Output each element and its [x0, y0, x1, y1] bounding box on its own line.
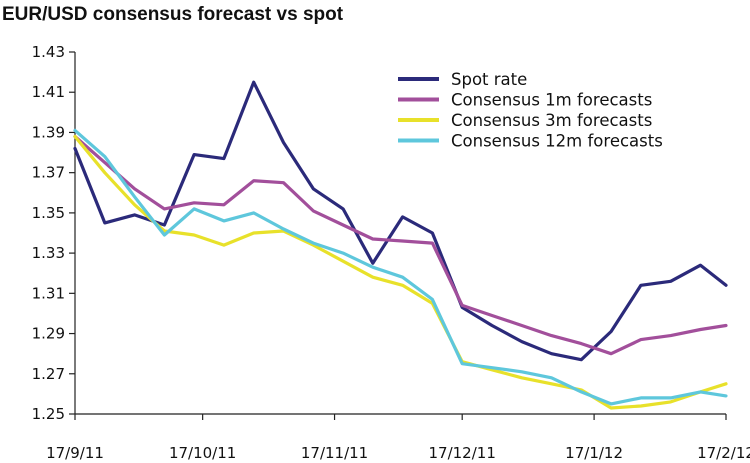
- x-tick-label: 17/12/11: [429, 444, 496, 462]
- series-line-consensus-3m-forecasts: [73, 134, 728, 410]
- x-tick-label: 17/10/11: [169, 444, 236, 462]
- x-tick-label: 17/11/11: [301, 444, 368, 462]
- y-tick-label: 1.43: [32, 43, 65, 61]
- x-tick-label: 17/1/12: [565, 444, 623, 462]
- y-tick-label: 1.39: [32, 123, 65, 141]
- series-line-consensus-1m-forecasts: [73, 134, 728, 356]
- y-tick-label: 1.33: [32, 244, 65, 262]
- legend-label-consensus-3m-forecasts: Consensus 3m forecasts: [451, 111, 652, 130]
- legend-label-consensus-1m-forecasts: Consensus 1m forecasts: [451, 91, 652, 110]
- y-tick-label: 1.37: [32, 164, 65, 182]
- y-tick-label: 1.29: [32, 325, 65, 343]
- legend-label-spot-rate: Spot rate: [451, 70, 527, 89]
- x-tick-label: 17/9/11: [46, 444, 104, 462]
- series-line-consensus-12m-forecasts: [73, 128, 728, 406]
- y-tick-label: 1.41: [32, 83, 65, 101]
- series-line-spot-rate: [73, 80, 728, 362]
- y-tick-label: 1.31: [32, 284, 65, 302]
- legend-label-consensus-12m-forecasts: Consensus 12m forecasts: [451, 132, 663, 151]
- y-tick-label: 1.35: [32, 204, 65, 222]
- y-tick-label: 1.27: [32, 365, 65, 383]
- chart-title: EUR/USD consensus forecast vs spot: [2, 4, 344, 25]
- y-tick-label: 1.25: [32, 405, 65, 423]
- axes: 1.43 1.41 1.39 1.37 1.35 1.33 1.31 1.29 1.27 1.25…: [32, 43, 750, 462]
- x-tick-label: 17/2/12: [697, 444, 750, 462]
- series-lines: [73, 80, 728, 410]
